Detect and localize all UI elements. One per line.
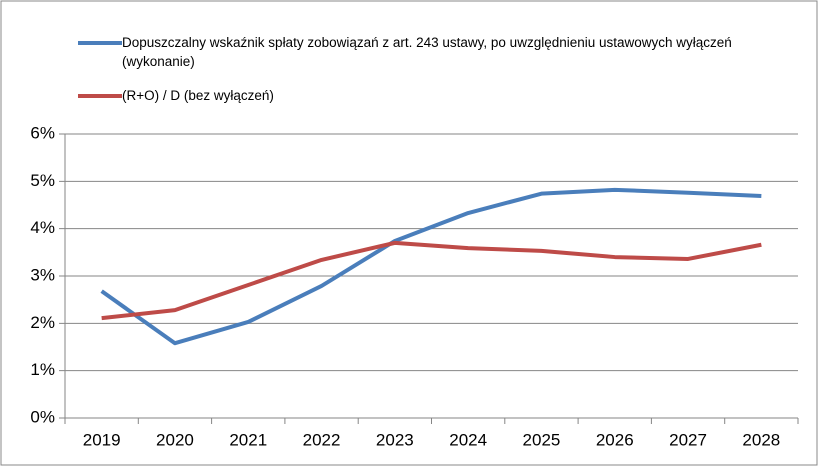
x-tick-label: 2028: [742, 430, 780, 449]
legend-item: (R+O) / D (bez wyłączeń): [78, 86, 778, 105]
x-tick-label: 2019: [83, 430, 121, 449]
x-tick-label: 2020: [156, 430, 194, 449]
series-line: [100, 187, 762, 346]
legend-swatch: [78, 94, 122, 98]
legend-item: Dopuszczalny wskaźnik spłaty zobowiązań …: [78, 33, 778, 71]
y-tick-label: 0%: [30, 407, 55, 426]
x-tick-label: 2022: [303, 430, 341, 449]
x-tick-label: 2027: [669, 430, 707, 449]
legend-swatch: [78, 41, 122, 45]
x-tick-label: 2025: [523, 430, 561, 449]
y-tick-label: 3%: [30, 265, 55, 284]
x-tick-label: 2023: [376, 430, 414, 449]
series-line: [101, 240, 762, 321]
x-tick-label: 2021: [229, 430, 267, 449]
y-tick-label: 4%: [30, 218, 55, 237]
legend-label: (R+O) / D (bez wyłączeń): [122, 88, 274, 103]
y-tick-label: 2%: [30, 313, 55, 332]
y-tick-label: 6%: [30, 123, 55, 142]
y-tick-label: 1%: [30, 360, 55, 379]
legend-label: Dopuszczalny wskaźnik spłaty zobowiązań …: [122, 35, 732, 69]
x-tick-label: 2024: [449, 430, 487, 449]
x-tick-label: 2026: [596, 430, 634, 449]
y-tick-label: 5%: [30, 171, 55, 190]
